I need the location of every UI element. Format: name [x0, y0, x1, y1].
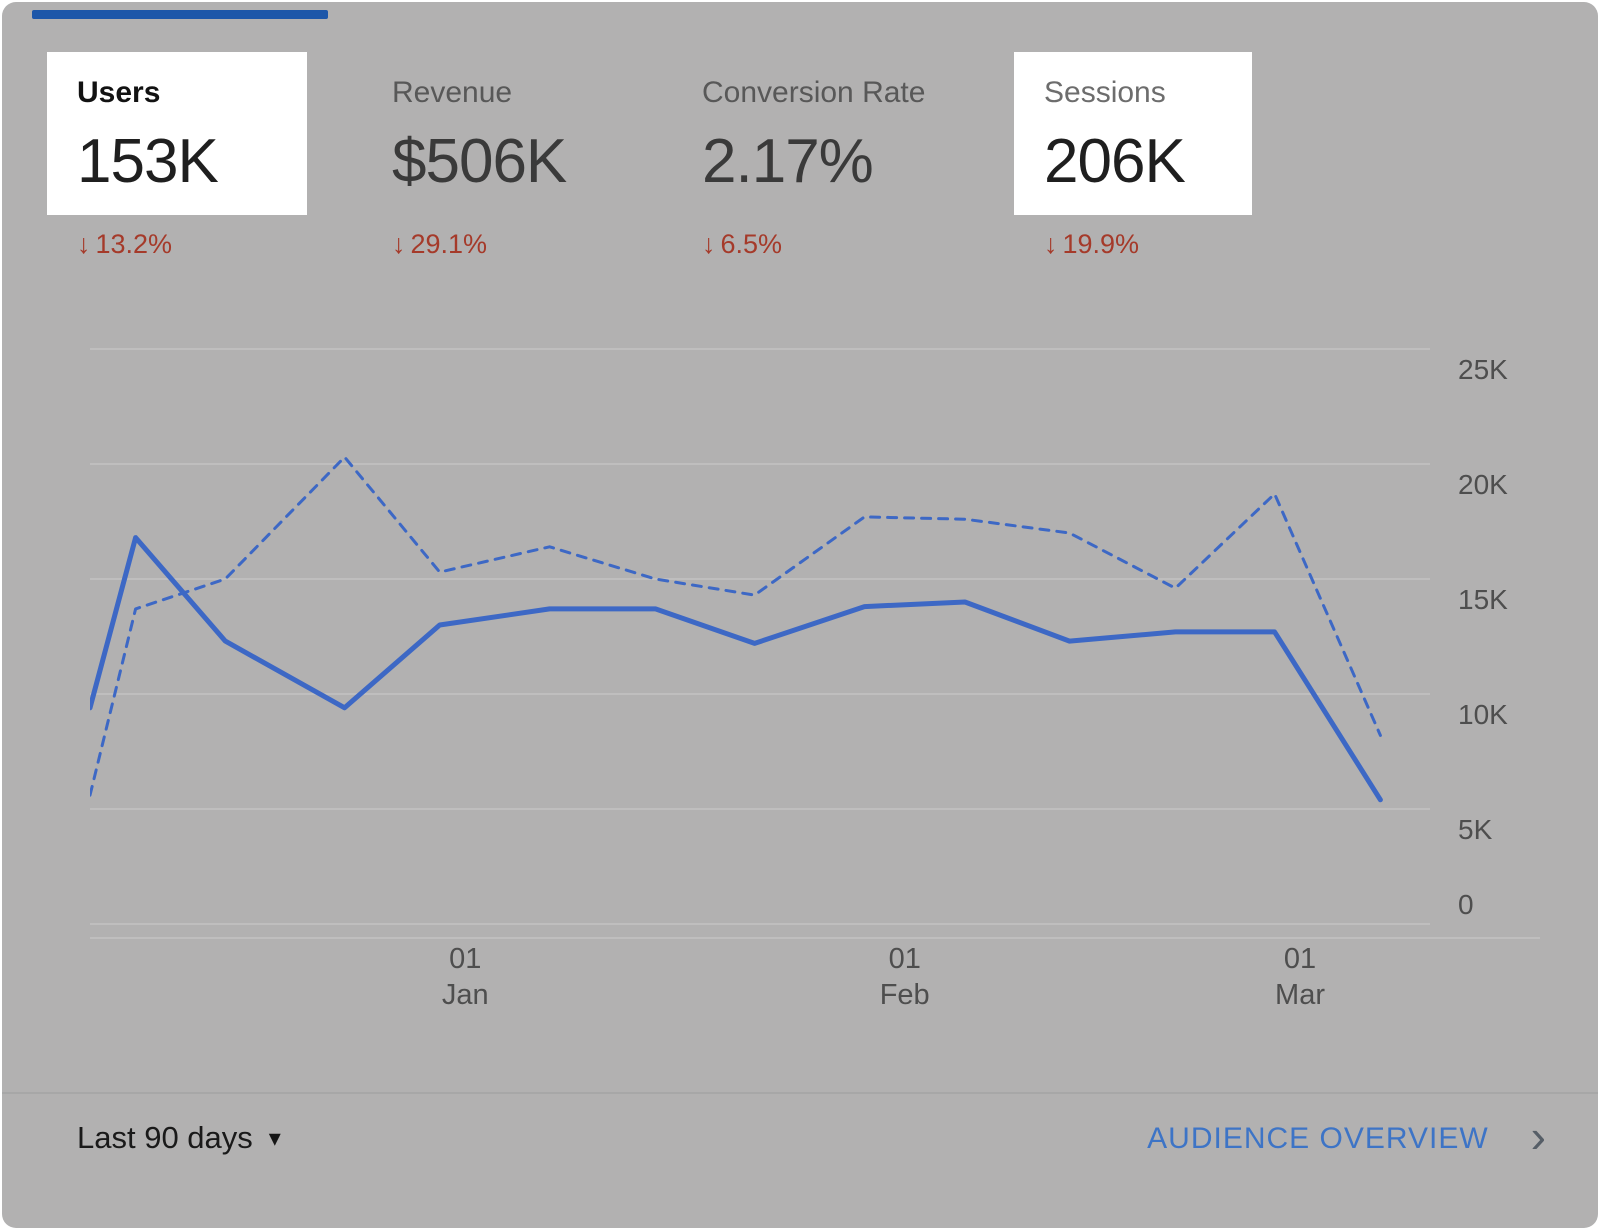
metric-conversion-rate-box: Conversion Rate 2.17% — [672, 52, 955, 215]
chevron-right-icon: › — [1530, 1110, 1546, 1162]
date-range-label: Last 90 days — [77, 1120, 253, 1155]
metric-users-label: Users — [77, 76, 161, 109]
metric-users-delta-value: 13.2% — [95, 229, 173, 259]
active-tab-indicator — [32, 10, 328, 19]
metric-conversion-rate-label: Conversion Rate — [702, 76, 926, 109]
metric-revenue-box: Revenue $506K — [362, 52, 596, 215]
metric-revenue[interactable]: Revenue $506K ↓ 29.1% — [362, 52, 596, 260]
metric-sessions-delta: ↓ 19.9% — [1044, 229, 1252, 260]
down-arrow-icon: ↓ — [702, 229, 716, 259]
svg-text:0: 0 — [1458, 889, 1474, 920]
metric-conversion-rate-delta-value: 6.5% — [720, 229, 783, 259]
svg-text:10K: 10K — [1458, 699, 1508, 730]
metric-revenue-delta-value: 29.1% — [410, 229, 488, 259]
svg-text:01: 01 — [889, 943, 921, 975]
caret-down-icon: ▾ — [268, 1124, 281, 1152]
metric-users-box: Users 153K — [47, 52, 307, 215]
svg-text:Mar: Mar — [1275, 979, 1325, 1011]
down-arrow-icon: ↓ — [392, 229, 406, 259]
svg-text:01: 01 — [449, 943, 481, 975]
audience-overview-link[interactable]: AUDIENCE OVERVIEW › — [1147, 1110, 1546, 1162]
metric-sessions-box: Sessions 206K — [1014, 52, 1252, 215]
metric-sessions-value: 206K — [1044, 127, 1186, 196]
traffic-line-chart: 0 5K 10K 15K 20K 25K 01 Jan 01 Feb 01 Mar — [90, 348, 1540, 1011]
svg-text:25K: 25K — [1458, 354, 1508, 385]
metric-users-delta: ↓ 13.2% — [77, 229, 307, 260]
metric-revenue-value: $506K — [392, 127, 567, 196]
svg-text:15K: 15K — [1458, 584, 1508, 615]
metric-sessions-label: Sessions — [1044, 76, 1166, 109]
metric-users[interactable]: Users 153K ↓ 13.2% — [47, 52, 307, 260]
svg-text:5K: 5K — [1458, 814, 1493, 845]
date-range-selector[interactable]: Last 90 days ▾ — [77, 1120, 281, 1156]
down-arrow-icon: ↓ — [77, 229, 91, 259]
metric-conversion-rate[interactable]: Conversion Rate 2.17% ↓ 6.5% — [672, 52, 955, 260]
svg-text:Jan: Jan — [442, 979, 489, 1011]
metric-users-value: 153K — [77, 127, 219, 196]
metric-conversion-rate-delta: ↓ 6.5% — [702, 229, 955, 260]
metric-sessions-delta-value: 19.9% — [1062, 229, 1140, 259]
metric-revenue-label: Revenue — [392, 76, 513, 109]
svg-text:20K: 20K — [1458, 469, 1508, 500]
footer-divider — [2, 1092, 1598, 1094]
svg-text:Feb: Feb — [880, 979, 930, 1011]
metric-conversion-rate-value: 2.17% — [702, 127, 874, 196]
audience-overview-label: AUDIENCE OVERVIEW — [1147, 1122, 1489, 1155]
svg-text:01: 01 — [1284, 943, 1316, 975]
down-arrow-icon: ↓ — [1044, 229, 1058, 259]
metric-sessions[interactable]: Sessions 206K ↓ 19.9% — [1014, 52, 1252, 260]
metric-revenue-delta: ↓ 29.1% — [392, 229, 596, 260]
